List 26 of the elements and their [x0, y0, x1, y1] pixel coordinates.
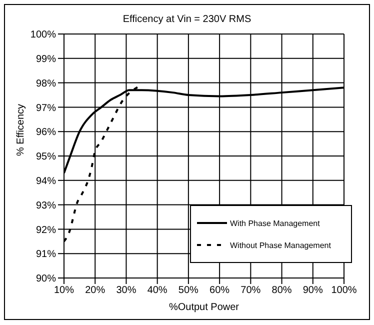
- y-tick-label: 99%: [36, 54, 56, 65]
- x-tick-label: 90%: [302, 285, 324, 296]
- y-axis-title: % Efficency: [16, 104, 27, 156]
- y-tick-label: 91%: [36, 249, 56, 260]
- y-tick-label: 100%: [30, 30, 56, 41]
- legend-label: With Phase Management: [230, 218, 320, 228]
- y-tick-label: 93%: [36, 200, 56, 212]
- x-axis-title: %Output Power: [168, 302, 240, 313]
- x-tick-label: 50%: [178, 285, 199, 296]
- y-tick-label: 92%: [36, 224, 56, 236]
- y-tick-label: 98%: [36, 78, 56, 90]
- chart-title: Efficency at Vin = 230V RMS: [122, 14, 252, 25]
- x-tick-label: 100%: [331, 285, 357, 296]
- y-tick-label: 90%: [36, 274, 56, 285]
- y-tick-label: 96%: [36, 127, 56, 138]
- x-tick-label: 10%: [54, 285, 74, 296]
- y-tick-label: 94%: [36, 176, 56, 187]
- x-tick-label: 70%: [240, 285, 261, 296]
- x-tick-label: 20%: [85, 285, 106, 296]
- y-tick-label: 97%: [36, 102, 56, 114]
- x-tick-label: 80%: [272, 285, 292, 296]
- x-tick-label: 40%: [147, 285, 168, 296]
- y-tick-label: 95%: [36, 152, 56, 163]
- legend-label: Without Phase Management: [230, 240, 331, 250]
- x-tick-label: 30%: [116, 285, 136, 296]
- x-tick-label: 60%: [210, 285, 230, 296]
